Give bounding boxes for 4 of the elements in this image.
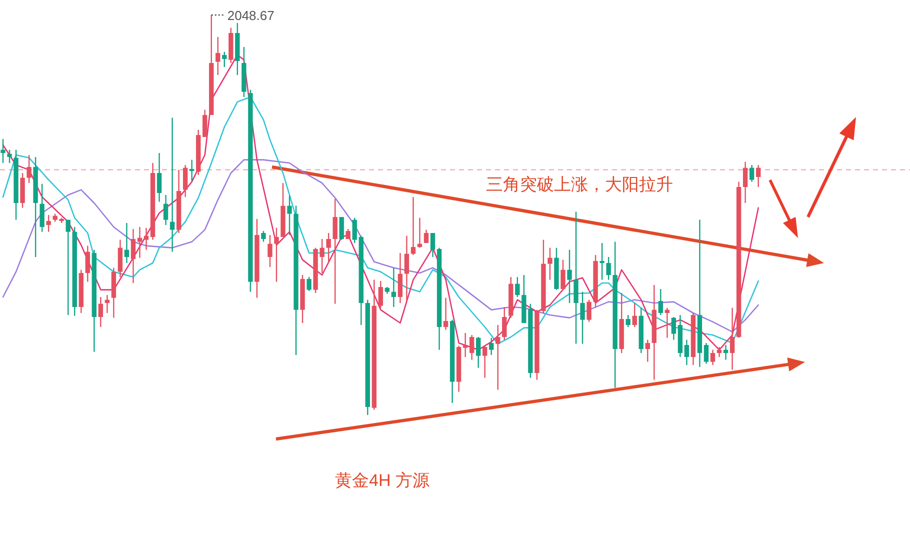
annotation: 2048.67 <box>210 8 274 23</box>
annotation: 2048.67 <box>227 8 274 23</box>
annotation: 黄金4H 方源 <box>335 471 430 490</box>
annotation: 三角突破上涨，大阳拉升 <box>486 175 673 194</box>
